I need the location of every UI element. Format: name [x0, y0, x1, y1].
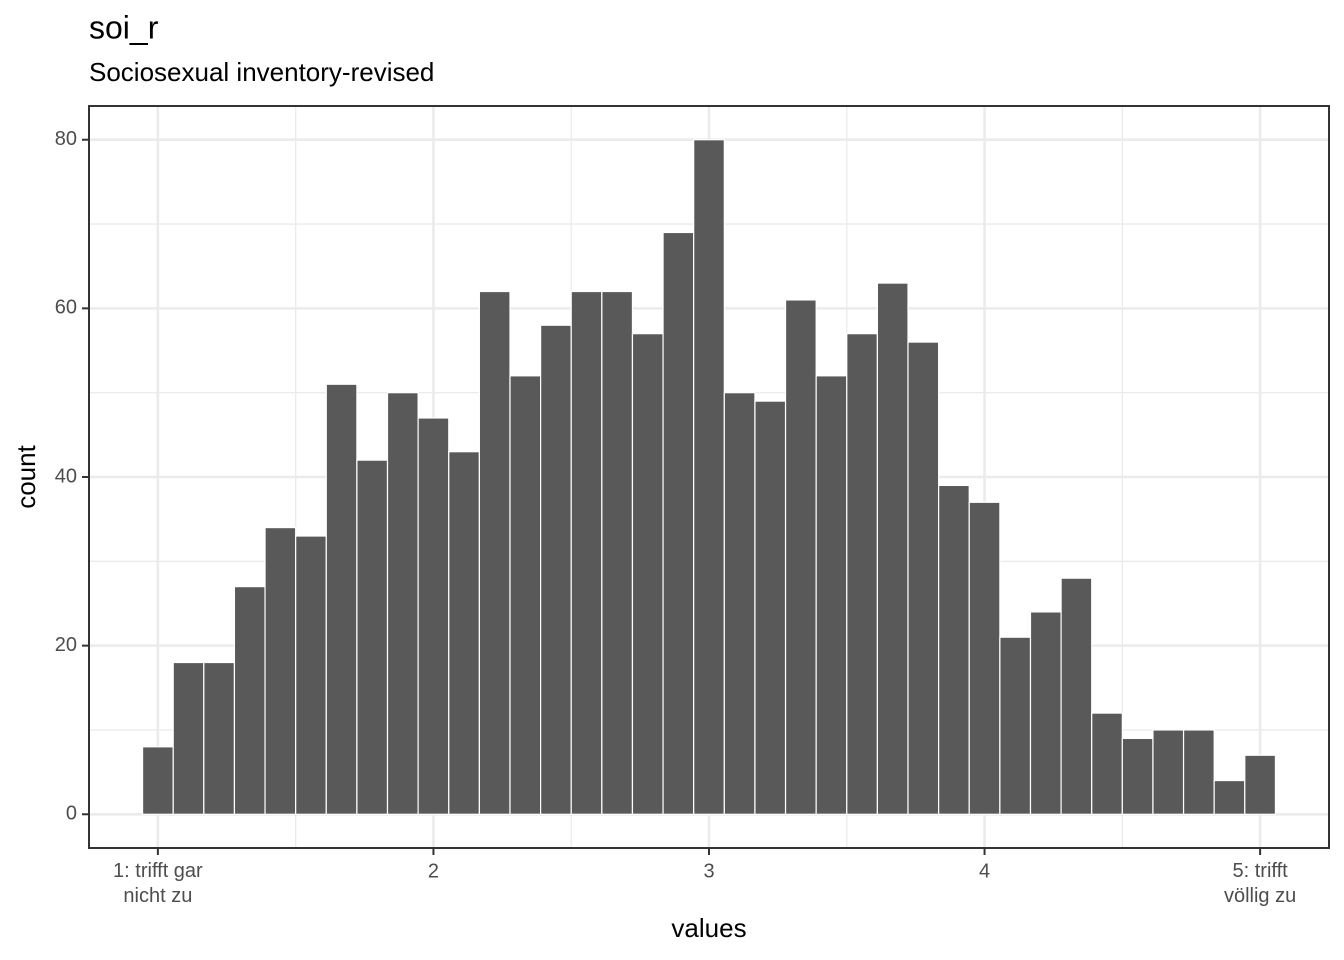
bar	[1244, 754, 1277, 815]
bar	[1060, 577, 1093, 815]
bar	[386, 392, 419, 815]
x-tick-label: 2	[428, 860, 439, 882]
bar	[295, 535, 327, 815]
y-tick-label: 60	[55, 297, 77, 319]
bar	[723, 392, 756, 815]
bar	[1152, 729, 1185, 815]
bar	[1029, 611, 1062, 815]
x-tick-label: 5: trifft völlig zu	[1224, 860, 1296, 907]
bar	[1213, 779, 1246, 815]
bar	[203, 661, 236, 815]
bar	[448, 451, 480, 815]
x-tick-label: 1: trifft gar nicht zu	[113, 860, 203, 907]
bar	[876, 282, 909, 815]
bar	[815, 375, 848, 815]
bar	[540, 324, 572, 815]
bar	[356, 459, 389, 815]
chart-subtitle: Sociosexual inventory-revised	[89, 57, 434, 87]
bar	[907, 341, 940, 815]
y-tick-label: 0	[66, 803, 77, 825]
bar	[478, 290, 511, 815]
y-tick-label: 80	[55, 128, 77, 150]
y-tick-label: 20	[55, 634, 77, 656]
bar	[417, 417, 450, 815]
bar	[509, 375, 542, 815]
bar	[938, 484, 970, 815]
bar	[1091, 712, 1123, 815]
x-tick-label: 3	[703, 860, 714, 882]
bar	[264, 526, 297, 815]
bar	[172, 661, 205, 815]
bar	[601, 290, 634, 815]
bar	[784, 299, 817, 815]
y-axis-label: count	[11, 444, 41, 508]
y-tick-label: 40	[55, 465, 77, 487]
panel-border	[88, 105, 1330, 849]
bar	[754, 400, 787, 815]
x-axis-label: values	[671, 913, 746, 943]
bar	[1182, 729, 1215, 815]
bar	[141, 746, 174, 815]
x-tick-label: 4	[979, 860, 990, 882]
bar	[570, 290, 603, 815]
bar	[631, 333, 664, 815]
bar	[233, 586, 266, 815]
bar	[325, 383, 358, 815]
bar	[968, 501, 1001, 815]
bar	[693, 139, 725, 815]
chart-title: soi_r	[89, 9, 159, 45]
bar	[846, 333, 878, 815]
bar	[1121, 737, 1154, 815]
bar	[999, 636, 1032, 815]
bar	[662, 231, 695, 815]
